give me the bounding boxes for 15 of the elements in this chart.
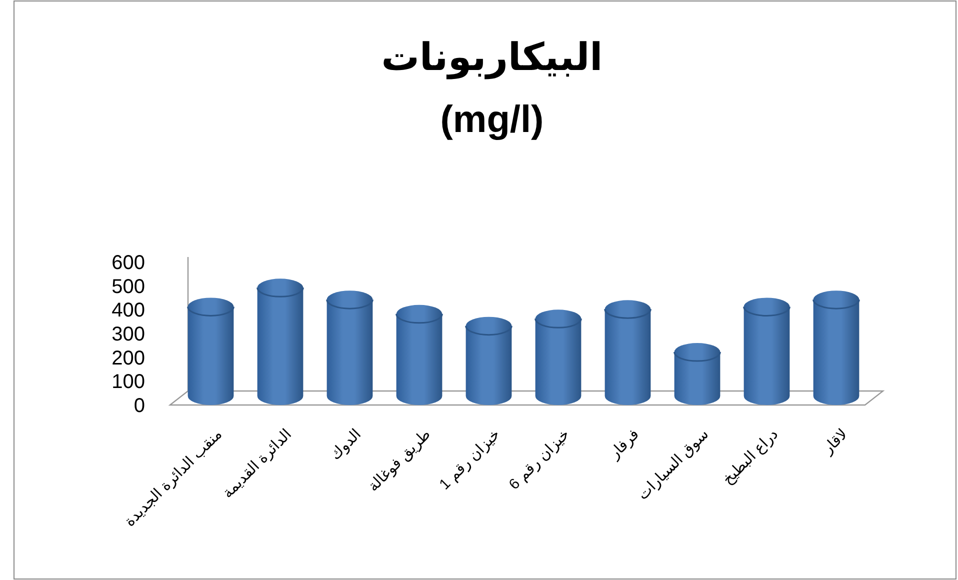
x-tick-label: منقب الدائرة الجديدة bbox=[121, 426, 226, 530]
x-tick-label: دراع البطيخ bbox=[719, 426, 782, 488]
y-tick-label: 300 bbox=[112, 324, 145, 346]
x-tick-label: طريق فوغالة bbox=[364, 426, 434, 496]
x-tick-label: خيزان رقم 6 bbox=[506, 426, 574, 494]
x-tick-label: الدوك bbox=[326, 426, 365, 464]
y-tick-label: 600 bbox=[112, 252, 145, 274]
y-tick-label: 500 bbox=[112, 276, 145, 298]
x-tick-label: فرفار bbox=[606, 426, 643, 463]
x-tick-label: خيزان رقم 1 bbox=[436, 426, 504, 494]
x-tick-label: لاقار bbox=[818, 426, 852, 458]
y-tick-label: 100 bbox=[112, 371, 145, 394]
y-tick-label: 400 bbox=[112, 300, 145, 322]
y-tick-label: 200 bbox=[112, 347, 145, 370]
y-tick-label: 0 bbox=[134, 395, 145, 417]
